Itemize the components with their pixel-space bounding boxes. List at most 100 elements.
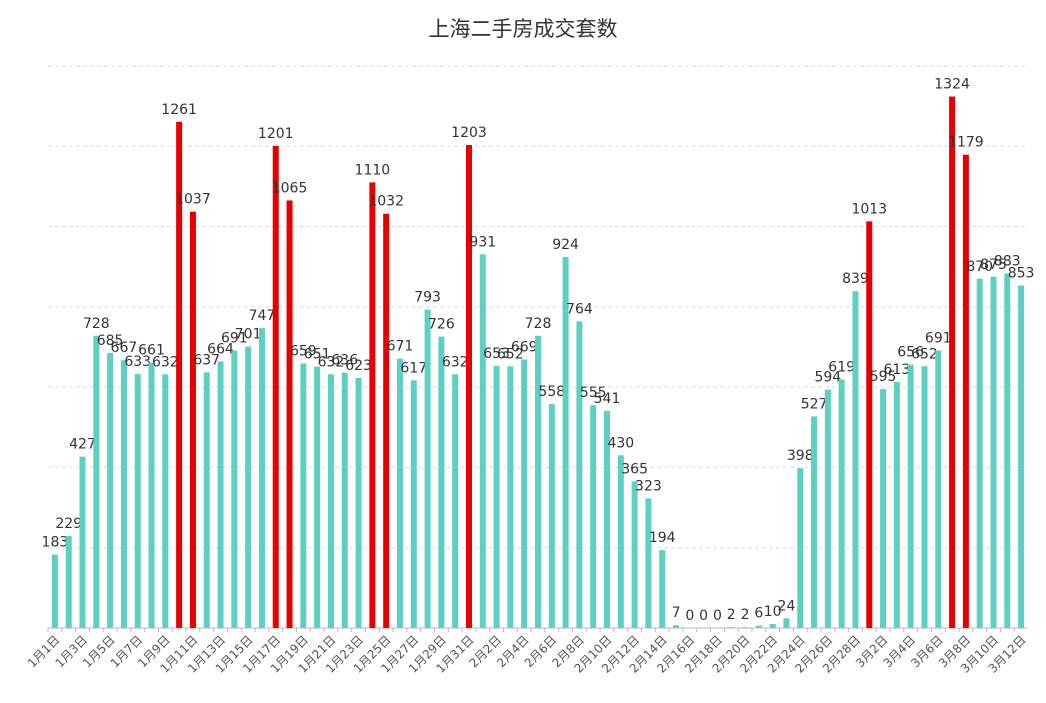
bar (990, 276, 997, 628)
value-label: 651 (304, 347, 331, 363)
bar (907, 364, 914, 628)
value-label: 728 (83, 316, 110, 332)
value-label: 633 (124, 354, 151, 370)
bar (424, 309, 431, 628)
bar (673, 625, 680, 628)
value-label: 728 (525, 316, 552, 332)
bar (755, 625, 762, 628)
value-label: 764 (566, 301, 593, 317)
value-label: 1324 (934, 77, 970, 93)
value-label: 793 (414, 290, 441, 306)
bar (921, 366, 928, 628)
value-label: 613 (884, 362, 911, 378)
value-label: 632 (442, 354, 469, 370)
value-label: 691 (221, 331, 248, 347)
value-label: 24 (778, 598, 796, 614)
value-label: 652 (497, 346, 524, 362)
bar (562, 257, 569, 628)
bar (824, 389, 831, 628)
bar (838, 379, 845, 628)
bar (866, 221, 873, 629)
bar (797, 468, 804, 628)
value-label: 6 (754, 606, 763, 622)
value-label: 194 (649, 530, 676, 546)
value-label: 726 (428, 317, 455, 333)
value-label: 632 (318, 354, 345, 370)
bar (935, 350, 942, 628)
bar (728, 627, 735, 628)
value-label: 619 (828, 360, 855, 376)
bar (396, 358, 403, 628)
bar (659, 550, 666, 628)
bar (452, 374, 459, 628)
bar (590, 405, 597, 628)
bar (949, 96, 956, 629)
bar (645, 498, 652, 628)
bar (341, 372, 348, 628)
bar (576, 321, 583, 628)
value-label: 1201 (258, 126, 294, 142)
value-label: 839 (842, 271, 869, 287)
value-label: 558 (538, 384, 565, 400)
bar (1018, 285, 1025, 628)
value-label: 632 (152, 354, 179, 370)
value-label: 594 (814, 370, 841, 386)
value-label: 541 (594, 391, 621, 407)
value-label: 653 (483, 346, 510, 362)
value-label: 924 (552, 237, 579, 253)
value-label: 664 (207, 341, 234, 357)
value-label: 595 (870, 369, 897, 385)
bar (231, 350, 238, 628)
value-label: 1065 (272, 180, 308, 196)
bar (327, 374, 334, 628)
value-label: 652 (911, 346, 938, 362)
value-label: 747 (249, 308, 276, 324)
bar (286, 200, 293, 628)
value-label: 7 (672, 605, 681, 621)
bar (314, 366, 321, 628)
value-label: 1013 (851, 201, 887, 217)
bar (93, 335, 100, 628)
value-label: 685 (97, 333, 124, 349)
value-label: 555 (580, 385, 607, 401)
bar (134, 373, 141, 628)
bar (369, 182, 376, 628)
value-label: 656 (897, 345, 924, 361)
bar (189, 211, 196, 628)
bar (258, 328, 265, 628)
value-label: 0 (685, 608, 694, 624)
bar (176, 121, 183, 628)
bar (355, 377, 362, 628)
bar (438, 336, 445, 628)
bar (521, 359, 528, 628)
bar (852, 291, 859, 628)
bar (604, 410, 611, 628)
bar (410, 380, 417, 628)
chart-title: 上海二手房成交套数 (429, 17, 618, 41)
value-label: 323 (635, 478, 662, 494)
value-label: 1261 (161, 102, 197, 118)
value-label: 1110 (355, 162, 391, 178)
value-label: 931 (469, 234, 496, 250)
value-label: 0 (713, 608, 722, 624)
bar (893, 381, 900, 628)
value-label: 1032 (368, 194, 404, 210)
bar (120, 360, 127, 628)
bar (962, 154, 969, 629)
value-label: 527 (801, 396, 828, 412)
bar (148, 362, 155, 628)
bar (880, 389, 887, 628)
bar (507, 366, 514, 628)
bar (217, 361, 224, 628)
value-label: 661 (138, 343, 165, 359)
bar (79, 456, 86, 628)
value-label: 669 (511, 339, 538, 355)
bar (535, 335, 541, 628)
value-label: 853 (1008, 266, 1035, 282)
bar (617, 455, 624, 628)
bar (383, 213, 390, 628)
value-label: 701 (235, 327, 262, 343)
value-label: 0 (699, 608, 708, 624)
bar (65, 536, 72, 628)
